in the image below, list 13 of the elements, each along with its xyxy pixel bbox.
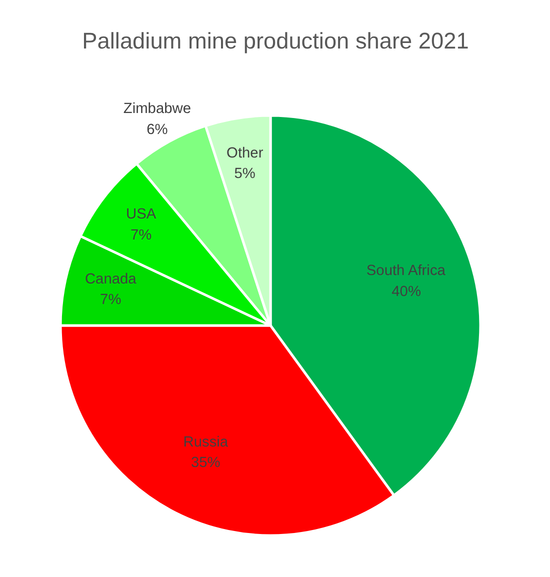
data-label: 7% <box>130 228 152 244</box>
chart-title: Palladium mine production share 2021 <box>82 28 469 54</box>
data-label: 35% <box>191 455 220 472</box>
slice-label: South Africa <box>366 262 446 279</box>
slice-label: Other <box>226 145 264 162</box>
data-label: 40% <box>392 284 421 300</box>
slice-label: Canada <box>84 271 138 288</box>
slice-label: Russia <box>183 434 229 450</box>
data-label: 7% <box>100 292 122 308</box>
data-label: 6% <box>146 122 168 138</box>
slice-label: Zimbabwe <box>123 100 191 117</box>
slice-label: USA <box>126 206 156 223</box>
data-label: 5% <box>234 166 256 182</box>
